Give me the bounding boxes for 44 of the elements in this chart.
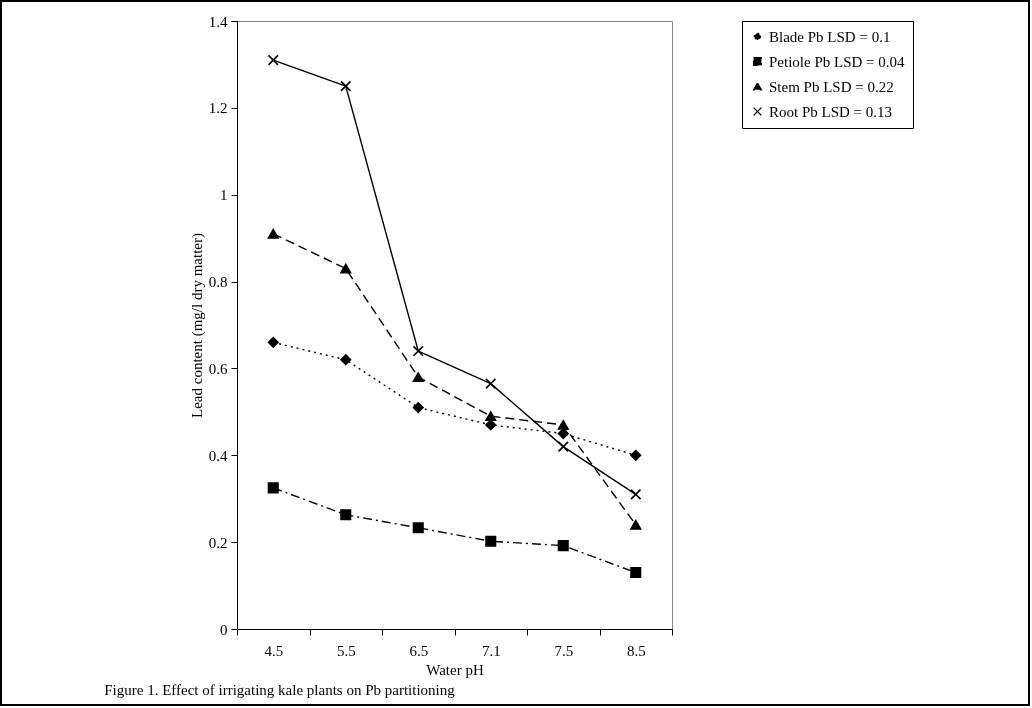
legend-label: Blade Pb LSD = 0.1 [769, 28, 891, 45]
point [485, 535, 497, 547]
point [485, 411, 497, 422]
point [630, 519, 642, 530]
point [630, 567, 642, 579]
point [557, 441, 569, 453]
y-tick-label: 1.2 [208, 100, 228, 117]
point [340, 509, 352, 521]
point [630, 488, 642, 500]
y-tick-label: 0.8 [208, 274, 228, 291]
y-tick-label: 0 [220, 621, 228, 638]
point [485, 378, 497, 390]
y-tick-label: 0.4 [208, 447, 228, 464]
legend-label: Root Pb LSD = 0.13 [769, 103, 893, 120]
x-tick-label: 7.5 [554, 642, 574, 659]
point [267, 228, 279, 239]
point [267, 482, 279, 494]
point [412, 372, 424, 383]
caption: Figure 1. Effect of irrigating kale plants on Pb partitioning [104, 682, 456, 698]
x-axis-title: Water pH [426, 661, 484, 678]
point [412, 345, 424, 357]
x-tick-label: 6.5 [409, 642, 429, 659]
point [557, 428, 569, 440]
x-tick-label: 4.5 [264, 642, 284, 659]
y-tick-label: 1.4 [208, 13, 228, 30]
legend-label: Petiole Pb LSD = 0.04 [769, 53, 906, 70]
point [630, 449, 642, 461]
point [267, 54, 279, 66]
point [340, 80, 352, 92]
point [340, 263, 352, 274]
x-tick-label: 7.1 [481, 642, 501, 659]
y-tick-label: 0.6 [208, 360, 228, 377]
point [557, 540, 569, 552]
point [267, 336, 279, 348]
y-tick-label: 1 [220, 187, 228, 204]
y-tick-label: 0.2 [208, 534, 228, 551]
point [557, 419, 569, 430]
legend-label: Stem Pb LSD = 0.22 [769, 78, 894, 95]
x-tick-label: 8.5 [626, 642, 646, 659]
point [340, 354, 352, 366]
y-axis-title: Lead content (mg/l dry matter) [188, 233, 206, 418]
x-tick-label: 5.5 [336, 642, 356, 659]
point [412, 401, 424, 414]
point [412, 522, 424, 534]
